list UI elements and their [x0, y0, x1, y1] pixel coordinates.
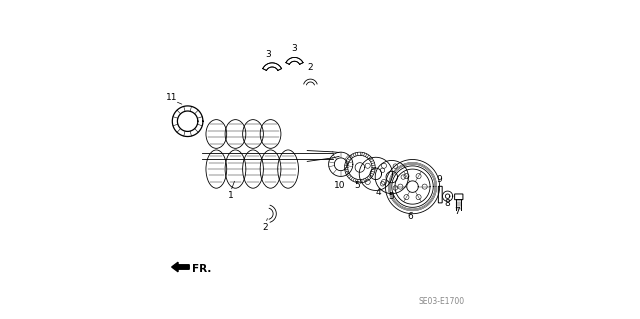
Text: 8: 8 [444, 199, 450, 208]
Text: 2: 2 [307, 63, 313, 72]
Text: FR.: FR. [192, 263, 211, 274]
Text: 9: 9 [436, 175, 442, 184]
Text: 10: 10 [334, 181, 346, 190]
Polygon shape [172, 262, 189, 272]
Text: SE03-E1700: SE03-E1700 [418, 297, 464, 306]
Text: 1: 1 [227, 191, 233, 200]
Text: 3: 3 [291, 44, 297, 53]
Text: 11: 11 [166, 93, 177, 102]
Text: 5: 5 [354, 181, 360, 190]
Text: 4: 4 [376, 188, 381, 197]
Text: 6: 6 [408, 211, 413, 220]
Text: 3: 3 [266, 50, 271, 59]
Text: 7: 7 [454, 207, 460, 216]
Text: 5: 5 [388, 192, 394, 201]
Text: 2: 2 [262, 223, 268, 232]
